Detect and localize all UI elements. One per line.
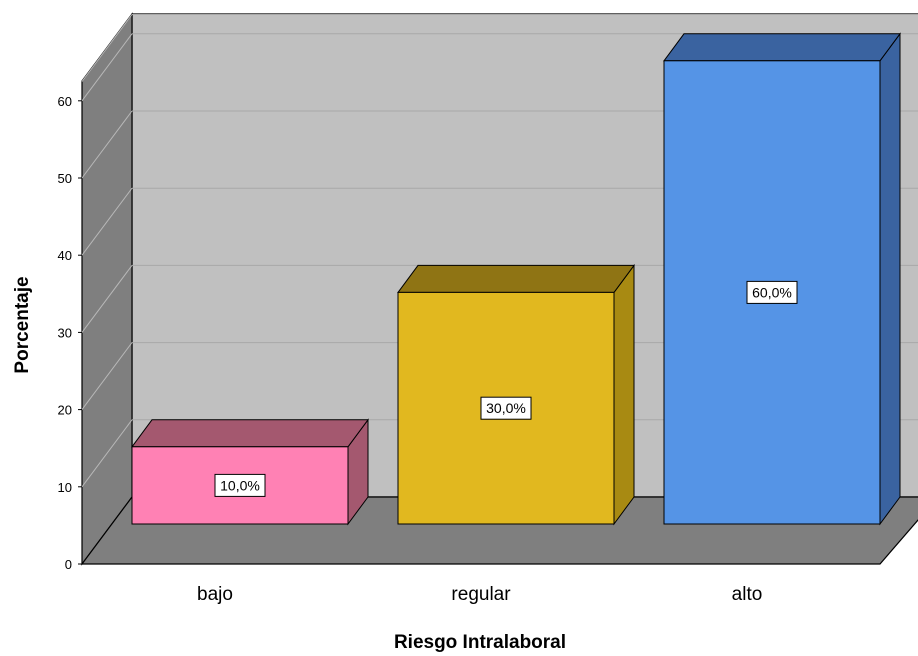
side-wall: [81, 12, 133, 566]
bars: 10,0% 30,0% 60,0%: [131, 32, 901, 526]
gridline-side: [81, 33, 133, 102]
y-tick-label: 0: [65, 557, 72, 572]
x-axis-title: Riesgo Intralaboral: [394, 632, 566, 653]
bar-top-face: [663, 33, 901, 62]
gridline-side: [81, 110, 133, 179]
y-tick-label: 30: [58, 325, 72, 340]
gridline-side: [81, 342, 133, 410]
data-label-box: [480, 396, 532, 420]
y-tick-label: 50: [58, 171, 72, 186]
x-category-label: alto: [732, 584, 763, 605]
bar-alto: 60,0%: [663, 32, 901, 526]
bar-top-face: [131, 419, 369, 448]
x-category-label: regular: [451, 584, 511, 605]
y-tick-label: 40: [58, 248, 72, 263]
data-label: 10,0%: [220, 477, 260, 493]
y-tick-label: 20: [58, 403, 72, 418]
y-tick-label: 10: [58, 480, 72, 495]
gridline-side: [81, 187, 133, 256]
bar-side-face: [879, 32, 901, 526]
data-label-box: [746, 280, 798, 304]
data-label: 60,0%: [752, 284, 792, 300]
bar-top-face: [397, 264, 635, 293]
gridline-side: [81, 265, 133, 333]
gridline-side: [81, 14, 133, 82]
data-label-box: [214, 473, 266, 497]
gridline-side: [81, 419, 133, 488]
x-axis-categories: bajo regular alto: [197, 584, 762, 605]
x-category-label: bajo: [197, 584, 233, 605]
data-label: 30,0%: [486, 400, 526, 416]
y-tick-label: 60: [58, 94, 72, 109]
y-axis-title: Porcentaje: [12, 276, 33, 373]
bar-regular: 30,0%: [397, 263, 635, 526]
bar-side-face: [613, 263, 635, 526]
bar-bajo: 10,0%: [131, 418, 369, 526]
y-axis-ticks: 0 10 20 30 40 50 60: [58, 94, 82, 572]
